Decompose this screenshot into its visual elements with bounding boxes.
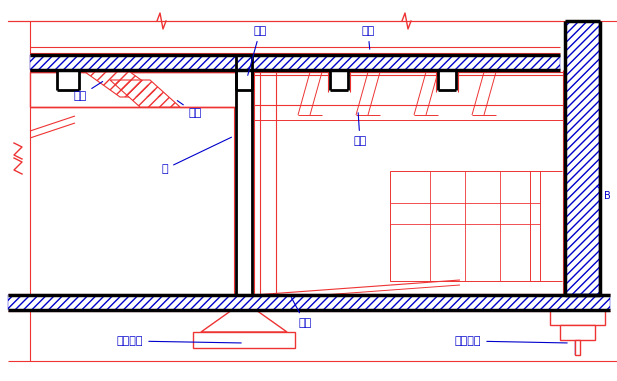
Text: 柱: 柱 bbox=[162, 137, 231, 174]
Text: 主梁: 主梁 bbox=[248, 26, 267, 75]
Polygon shape bbox=[85, 72, 165, 97]
Bar bbox=[575, 310, 580, 355]
Bar bbox=[560, 325, 595, 340]
Text: 次梁: 次梁 bbox=[73, 82, 102, 101]
Text: B: B bbox=[597, 186, 610, 201]
Bar bbox=[575, 340, 580, 355]
Text: 地面: 地面 bbox=[291, 298, 312, 328]
Polygon shape bbox=[201, 310, 287, 332]
Bar bbox=[57, 70, 79, 90]
Text: 主梁: 主梁 bbox=[177, 101, 202, 118]
Bar bbox=[566, 22, 599, 294]
Text: 次梁: 次梁 bbox=[354, 113, 366, 146]
Bar bbox=[193, 332, 295, 348]
Text: 独立基础: 独立基础 bbox=[117, 336, 241, 346]
Bar bbox=[390, 171, 540, 281]
Text: 条形基础: 条形基础 bbox=[455, 336, 567, 346]
Bar bbox=[550, 310, 605, 325]
Bar bbox=[236, 70, 252, 90]
Bar bbox=[30, 72, 236, 107]
Bar bbox=[438, 70, 456, 90]
Bar bbox=[30, 55, 560, 70]
Text: 楼板: 楼板 bbox=[362, 26, 375, 49]
Bar bbox=[330, 70, 348, 90]
Bar bbox=[8, 295, 610, 310]
Polygon shape bbox=[110, 80, 180, 107]
